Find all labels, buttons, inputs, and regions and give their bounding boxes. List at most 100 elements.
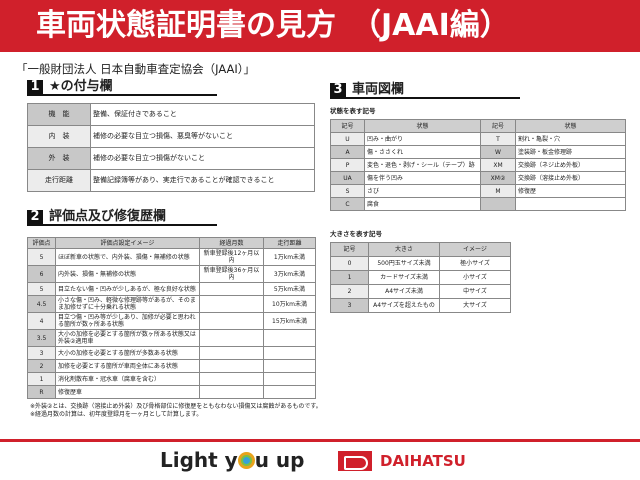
table-cell xyxy=(199,282,264,296)
table-cell: 塗装跡・板金修理跡 xyxy=(515,145,626,159)
table-cell xyxy=(263,372,316,386)
table-cell: 1 xyxy=(27,372,56,386)
rating-section-body: 評価点 評価点設定イメージ 経過月数 走行距離 5 ほぼ新車の状態で、内外装、損傷・無補修… xyxy=(27,237,322,419)
table-cell: 割れ・亀裂・穴 xyxy=(515,132,626,146)
table-row: 1 消化剤散布車・冠水車（腐車を含む） xyxy=(27,372,316,386)
table-row: 2 A4サイズ未満 中サイズ xyxy=(330,284,511,299)
table-cell xyxy=(199,312,264,330)
column-header: イメージ xyxy=(439,242,511,257)
table-cell: 交換跡（溶接止め外板） xyxy=(515,171,626,185)
table-cell: M xyxy=(480,184,516,198)
table-cell: 4 xyxy=(27,312,56,330)
table-cell: 5 xyxy=(27,248,56,266)
table-row: C 腐食 xyxy=(330,197,626,211)
section-number: 2 xyxy=(27,210,43,224)
table-cell: 大小の加修を必要とする箇所が多数ある状態 xyxy=(55,346,200,360)
column-header: 大きさ xyxy=(368,242,440,257)
column-header: 状態 xyxy=(515,119,626,133)
table-row: 4.5 小さな傷・凹み、軽微な修理跡等があるが、そのまま加修せずに十分乗れる状態 1… xyxy=(27,295,316,313)
table-cell: 4.5 xyxy=(27,295,56,313)
table-row: U 凹み・曲がり T 割れ・亀裂・穴 xyxy=(330,132,626,146)
table-row: 0 500円玉サイズ未満 極小サイズ xyxy=(330,256,511,271)
table-cell: 3 xyxy=(330,298,369,313)
table-cell: C xyxy=(330,197,365,211)
table-row: 3.5 大小の加修を必要とする箇所が数ヶ所ある状態又は外装②適用車 xyxy=(27,329,316,347)
table-cell xyxy=(199,359,264,373)
table-row: 4 目立つ傷・凹み等が少しあり、加修が必要と思われる箇所が数ヶ所ある状態 15万km… xyxy=(27,312,316,330)
footer-divider xyxy=(0,439,640,442)
table-cell: 2 xyxy=(27,359,56,373)
table-cell: 大サイズ xyxy=(439,298,511,313)
table-cell: 変色・退色・剥げ・シール（テープ）跡 xyxy=(364,158,481,172)
footnote: ※外装②とは、交換跡（溶接止め外装）及び骨格部位に修復歴をともなわない損傷又は腐… xyxy=(30,403,322,410)
column-header: 記号 xyxy=(480,119,516,133)
table-cell: 目立つ傷・凹み等が少しあり、加修が必要と思われる箇所が数ヶ所ある状態 xyxy=(55,312,200,330)
table-cell: 5 xyxy=(27,282,56,296)
table-cell: UA xyxy=(330,171,365,185)
table-row: 外 装補修の必要な目立つ損傷がないこと xyxy=(27,147,315,170)
column-header: 記号 xyxy=(330,119,365,133)
section-title: 評価点及び修復歴欄 xyxy=(49,209,167,224)
table-cell: A4サイズ未満 xyxy=(368,284,440,299)
table-row: 3 A4サイズを超えたもの 大サイズ xyxy=(330,298,511,313)
table-cell: 修復歴車 xyxy=(55,385,200,399)
rating-table: 評価点 評価点設定イメージ 経過月数 走行距離 5 ほぼ新車の状態で、内外装、損傷・無補修… xyxy=(27,237,316,399)
column-header: 経過月数 xyxy=(199,237,264,249)
table-cell xyxy=(199,346,264,360)
table-cell: 加修を必要とする箇所が車両全体にある状態 xyxy=(55,359,200,373)
column-header: 評価点設定イメージ xyxy=(55,237,200,249)
column-header: 記号 xyxy=(330,242,369,257)
table-cell: 1 xyxy=(330,270,369,285)
table-row: R 修復歴車 xyxy=(27,385,316,399)
table-cell: A xyxy=(330,145,365,159)
table-row: 5 ほぼ新車の状態で、内外装、損傷・無補修の状態 新車登録後12ヶ月以内 1万km未満 xyxy=(27,248,316,266)
row-key: 走行距離 xyxy=(27,169,91,192)
table-cell xyxy=(263,329,316,347)
table-cell: 極小サイズ xyxy=(439,256,511,271)
table-row: P 変色・退色・剥げ・シール（テープ）跡 XM 交換跡（ネジ止め外板） xyxy=(330,158,626,172)
table-cell: カードサイズ未満 xyxy=(368,270,440,285)
table-cell: 1万km未満 xyxy=(263,248,316,266)
column-header: 評価点 xyxy=(27,237,56,249)
table-cell: 内外装、損傷・無補修の状態 xyxy=(55,265,200,283)
page-title: 車両状態証明書の見方 （JAAI編） xyxy=(0,0,640,52)
size-symbols-label: 大きさを表す記号 xyxy=(330,230,382,238)
table-cell: XM② xyxy=(480,171,516,185)
table-row: 6 内外装、損傷・無補修の状態 新車登録後36ヶ月以内 3万km未満 xyxy=(27,265,316,283)
column-header: 状態 xyxy=(364,119,481,133)
table-cell xyxy=(263,385,316,399)
brand-name: DAIHATSU xyxy=(380,452,466,470)
table-cell: 15万km未満 xyxy=(263,312,316,330)
section-title: ★の付与欄 xyxy=(49,79,113,94)
table-cell: 目立たない傷・凹みが少しあるが、極な良好な状態 xyxy=(55,282,200,296)
table-cell: 大小の加修を必要とする箇所が数ヶ所ある状態又は外装②適用車 xyxy=(55,329,200,347)
state-symbols-table: 記号 状態 記号 状態 U 凹み・曲がり T 割れ・亀裂・穴 A 傷・ささくれ W 塗装跡・板金修理跡… xyxy=(330,119,626,211)
table-cell: T xyxy=(480,132,516,146)
table-cell: 500円玉サイズ未満 xyxy=(368,256,440,271)
table-cell: 10万km未満 xyxy=(263,295,316,313)
row-key: 外 装 xyxy=(27,147,91,170)
table-row: 機 能整備、保証付きであること xyxy=(27,103,315,126)
table-cell xyxy=(199,295,264,313)
table-cell xyxy=(199,385,264,399)
table-row: 走行距離 整備記録簿等があり、実走行であることが確認できること xyxy=(27,169,315,192)
section1-heading: 1 ★の付与欄 xyxy=(27,80,217,96)
section-number: 3 xyxy=(330,83,346,97)
table-cell: 消化剤散布車・冠水車（腐車を含む） xyxy=(55,372,200,386)
column-header: 走行距離 xyxy=(263,237,316,249)
table-cell: 3.5 xyxy=(27,329,56,347)
table-cell: 小サイズ xyxy=(439,270,511,285)
table-row: 3 大小の加修を必要とする箇所が多数ある状態 xyxy=(27,346,316,360)
footnote: ※経過月数の計算は、初年度登録月を一ヶ月として計算します。 xyxy=(30,411,203,418)
table-cell: XM xyxy=(480,158,516,172)
row-desc: 整備記録簿等があり、実走行であることが確認できること xyxy=(90,169,315,192)
table-cell xyxy=(199,329,264,347)
state-symbols-label: 状態を表す記号 xyxy=(330,107,376,115)
table-row: 1 カードサイズ未満 小サイズ xyxy=(330,270,511,285)
table-cell: 3 xyxy=(27,346,56,360)
table-cell xyxy=(199,372,264,386)
table-cell: U xyxy=(330,132,365,146)
daihatsu-logo-icon xyxy=(338,451,372,471)
table-cell: 5万km未満 xyxy=(263,282,316,296)
